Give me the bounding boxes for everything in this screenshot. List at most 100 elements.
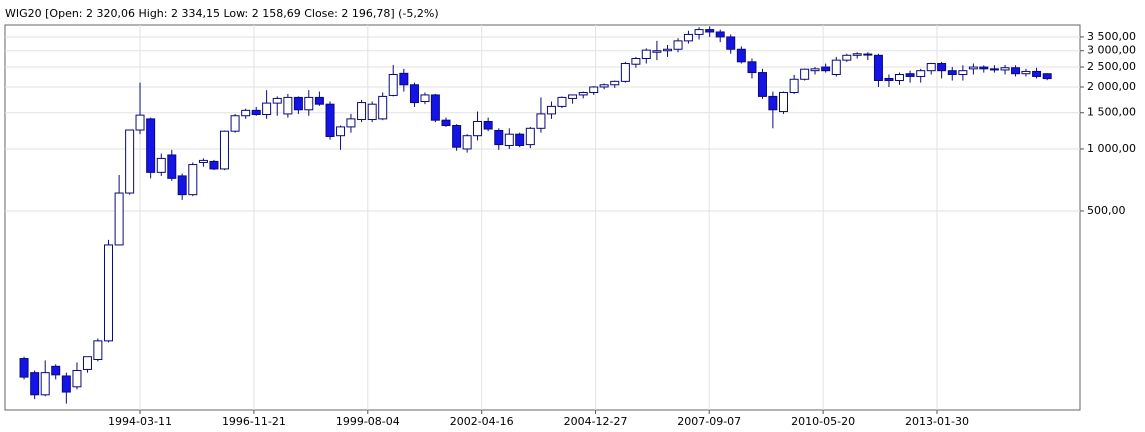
candle-body [219, 130, 229, 170]
candle-body [515, 133, 525, 146]
candle-body [810, 68, 820, 72]
x-tick-label: 2010-05-20 [791, 415, 855, 428]
candle-body [135, 114, 145, 131]
x-tick-label: 1994-03-11 [108, 415, 172, 428]
x-tick-label: 2004-12-27 [564, 415, 628, 428]
candle-body [325, 103, 335, 137]
candle-body [409, 84, 419, 104]
candle-body [620, 63, 630, 82]
candle-body [367, 103, 377, 121]
candle-body [1032, 70, 1042, 77]
candle-body [177, 175, 187, 196]
y-tick-label: 1 500,00 [1087, 106, 1136, 119]
candle-body [336, 126, 346, 137]
candle-body [251, 109, 261, 116]
candle-body [937, 63, 947, 72]
candle-body [800, 68, 810, 80]
candle-body [230, 115, 240, 132]
candle-body [1042, 73, 1052, 80]
candle-body [198, 159, 208, 163]
candle-body [209, 160, 219, 170]
y-tick-label: 2 500,00 [1087, 60, 1136, 73]
candle-body [926, 63, 936, 72]
y-tick-label: 3 500,00 [1087, 30, 1136, 43]
candle-body [768, 95, 778, 111]
y-tick-label: 1 000,00 [1087, 142, 1136, 155]
x-tick-label: 2007-09-07 [677, 415, 741, 428]
candle-body [589, 86, 599, 94]
candle-body [546, 105, 556, 115]
candle-body [272, 97, 282, 104]
candle-body [61, 375, 71, 393]
y-tick-label: 500,00 [1087, 204, 1126, 217]
candle-body [779, 92, 789, 113]
chart-title: WIG20 [Open: 2 320,06 High: 2 334,15 Low… [5, 7, 439, 20]
candle-body [610, 80, 620, 86]
candle-body [146, 118, 156, 173]
candle-body [789, 78, 799, 94]
candle-body [916, 70, 926, 77]
candle-body [831, 59, 841, 75]
candle-body [441, 119, 451, 127]
candle-body [72, 369, 82, 388]
candle-body [293, 96, 303, 111]
candle-body [378, 95, 388, 120]
x-tick-label: 2013-01-30 [905, 415, 969, 428]
candle-body [346, 118, 356, 128]
candle-body [905, 73, 915, 77]
candle-body [852, 53, 862, 56]
candle-body [578, 92, 588, 96]
candle-body [304, 96, 314, 111]
candle-body [821, 66, 831, 72]
candle-body [705, 29, 715, 33]
candle-body [452, 125, 462, 148]
candle-body [568, 94, 578, 99]
candle-body [399, 72, 409, 86]
candle-body [103, 244, 113, 342]
candle-body [757, 72, 767, 97]
candle-body [715, 31, 725, 38]
x-tick-label: 1996-11-21 [222, 415, 286, 428]
candle-body [968, 66, 978, 70]
candle-body [125, 129, 135, 194]
candle-body [694, 29, 704, 35]
candle-body [947, 70, 957, 75]
candle-body [504, 133, 514, 146]
candle-body [958, 70, 968, 75]
candle-body [1021, 70, 1031, 75]
candle-body [462, 135, 472, 150]
candle-body [430, 94, 440, 121]
candle-body [842, 54, 852, 61]
candle-body [873, 54, 883, 82]
candle-body [641, 49, 651, 60]
candle-body [1011, 67, 1021, 75]
candle-body [30, 372, 40, 396]
candle-body [473, 120, 483, 137]
candle-body [884, 77, 894, 82]
candle-body [673, 40, 683, 50]
candle-body [93, 340, 103, 360]
candle-body [167, 154, 177, 179]
candle-body [188, 164, 198, 196]
candle-body [989, 68, 999, 71]
candle-body [747, 61, 757, 74]
plot-frame [4, 24, 1081, 411]
candle-body [314, 96, 324, 105]
y-tick-label: 2 000,00 [1087, 80, 1136, 93]
candle-body [19, 358, 29, 378]
candle-body [82, 356, 92, 370]
candle-body [557, 96, 567, 107]
candle-body [156, 157, 166, 173]
x-tick-label: 2002-04-16 [450, 415, 514, 428]
candle-body [525, 127, 535, 146]
candle-body [736, 48, 746, 63]
y-tick-label: 3 000,00 [1087, 44, 1136, 57]
candle-body [420, 94, 430, 103]
candle-body [663, 48, 673, 52]
candle-body [51, 365, 61, 376]
candle-body [726, 36, 736, 50]
candle-body [863, 53, 873, 56]
candle-body [283, 96, 293, 115]
candle-body [894, 73, 904, 82]
candle-body [631, 58, 641, 65]
